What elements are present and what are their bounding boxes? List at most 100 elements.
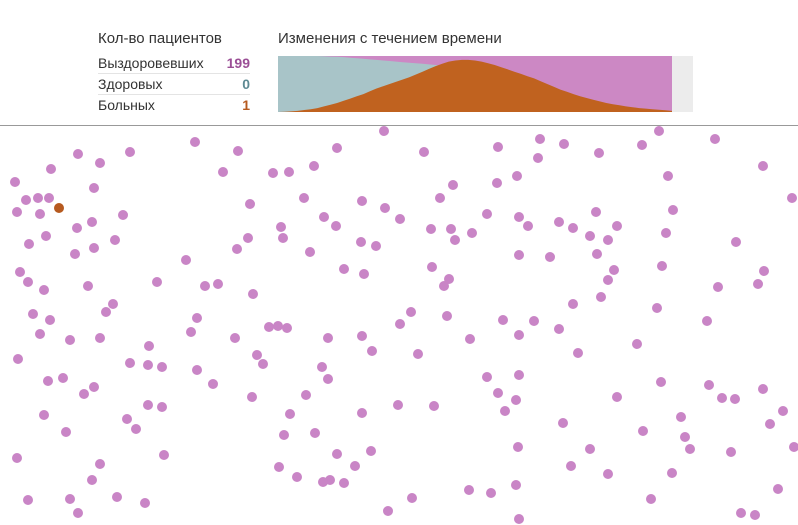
timeline-header: Изменения с течением времени xyxy=(278,30,502,47)
recovered-patient-dot xyxy=(190,137,200,147)
recovered-patient-dot xyxy=(285,409,295,419)
recovered-patient-dot xyxy=(702,316,712,326)
recovered-patient-dot xyxy=(444,274,454,284)
recovered-patient-dot xyxy=(72,223,82,233)
recovered-patient-dot xyxy=(65,335,75,345)
recovered-patient-dot xyxy=(95,459,105,469)
timeline-sick-area xyxy=(278,59,672,112)
recovered-patient-dot xyxy=(13,354,23,364)
recovered-patient-dot xyxy=(704,380,714,390)
recovered-patient-dot xyxy=(612,392,622,402)
recovered-patient-dot xyxy=(208,379,218,389)
recovered-patient-dot xyxy=(73,508,83,518)
recovered-patient-dot xyxy=(299,193,309,203)
recovered-patient-dot xyxy=(731,237,741,247)
recovered-patient-dot xyxy=(218,167,228,177)
recovered-patient-dot xyxy=(512,171,522,181)
recovered-patient-dot xyxy=(278,233,288,243)
recovered-patient-dot xyxy=(407,493,417,503)
recovered-patient-dot xyxy=(435,193,445,203)
recovered-patient-dot xyxy=(46,164,56,174)
recovered-patient-dot xyxy=(717,393,727,403)
recovered-patient-dot xyxy=(339,478,349,488)
recovered-patient-dot xyxy=(558,418,568,428)
recovered-patient-dot xyxy=(585,231,595,241)
recovered-patient-dot xyxy=(380,203,390,213)
recovered-patient-dot xyxy=(131,424,141,434)
recovered-patient-dot xyxy=(750,510,760,520)
recovered-patient-dot xyxy=(419,147,429,157)
recovered-patient-dot xyxy=(676,412,686,422)
recovered-patient-dot xyxy=(523,221,533,231)
recovered-patient-dot xyxy=(35,329,45,339)
recovered-patient-dot xyxy=(309,161,319,171)
recovered-patient-dot xyxy=(778,406,788,416)
recovered-patient-dot xyxy=(467,228,477,238)
recovered-patient-dot xyxy=(566,461,576,471)
recovered-patient-dot xyxy=(125,147,135,157)
recovered-patient-dot xyxy=(464,485,474,495)
stats-row-recovered: Выздоровевших 199 xyxy=(98,53,250,74)
recovered-patient-dot xyxy=(514,250,524,260)
recovered-patient-dot xyxy=(79,389,89,399)
recovered-patient-dot xyxy=(448,180,458,190)
recovered-patient-dot xyxy=(685,444,695,454)
recovered-patient-dot xyxy=(310,428,320,438)
recovered-patient-dot xyxy=(492,178,502,188)
recovered-patient-dot xyxy=(383,506,393,516)
recovered-patient-dot xyxy=(44,193,54,203)
recovered-patient-dot xyxy=(279,430,289,440)
patient-stats: Кол-во пациентов Выздоровевших 199 Здоро… xyxy=(98,29,250,115)
recovered-patient-dot xyxy=(357,331,367,341)
recovered-patient-dot xyxy=(710,134,720,144)
recovered-patient-dot xyxy=(58,373,68,383)
recovered-patient-dot xyxy=(39,410,49,420)
recovered-patient-dot xyxy=(73,149,83,159)
recovered-patient-dot xyxy=(233,146,243,156)
recovered-patient-dot xyxy=(95,333,105,343)
recovered-patient-dot xyxy=(482,209,492,219)
recovered-label: Выздоровевших xyxy=(98,55,204,71)
recovered-patient-dot xyxy=(192,313,202,323)
sick-patient-dot xyxy=(54,203,64,213)
recovered-patient-dot xyxy=(493,142,503,152)
recovered-patient-dot xyxy=(753,279,763,289)
recovered-patient-dot xyxy=(157,402,167,412)
recovered-patient-dot xyxy=(276,222,286,232)
recovered-patient-dot xyxy=(317,362,327,372)
recovered-patient-dot xyxy=(95,158,105,168)
recovered-patient-dot xyxy=(596,292,606,302)
recovered-patient-dot xyxy=(108,299,118,309)
recovered-patient-dot xyxy=(118,210,128,220)
recovered-patient-dot xyxy=(39,285,49,295)
recovered-patient-dot xyxy=(10,177,20,187)
recovered-patient-dot xyxy=(450,235,460,245)
recovered-patient-dot xyxy=(632,339,642,349)
recovered-patient-dot xyxy=(89,183,99,193)
recovered-patient-dot xyxy=(514,330,524,340)
recovered-patient-dot xyxy=(573,348,583,358)
recovered-patient-dot xyxy=(230,333,240,343)
recovered-patient-dot xyxy=(243,233,253,243)
header-divider xyxy=(0,125,798,126)
recovered-patient-dot xyxy=(514,370,524,380)
recovered-patient-dot xyxy=(323,333,333,343)
recovered-patient-dot xyxy=(533,153,543,163)
recovered-patient-dot xyxy=(442,311,452,321)
recovered-patient-dot xyxy=(213,279,223,289)
recovered-patient-dot xyxy=(514,212,524,222)
recovered-patient-dot xyxy=(274,462,284,472)
recovered-patient-dot xyxy=(594,148,604,158)
recovered-patient-dot xyxy=(43,376,53,386)
recovered-patient-dot xyxy=(612,221,622,231)
recovered-patient-dot xyxy=(15,267,25,277)
recovered-patient-dot xyxy=(668,205,678,215)
recovered-patient-dot xyxy=(426,224,436,234)
recovered-patient-dot xyxy=(140,498,150,508)
recovered-patient-dot xyxy=(366,446,376,456)
recovered-patient-dot xyxy=(413,349,423,359)
recovered-patient-dot xyxy=(247,392,257,402)
recovered-patient-dot xyxy=(493,388,503,398)
recovered-patient-dot xyxy=(765,419,775,429)
recovered-patient-dot xyxy=(248,289,258,299)
